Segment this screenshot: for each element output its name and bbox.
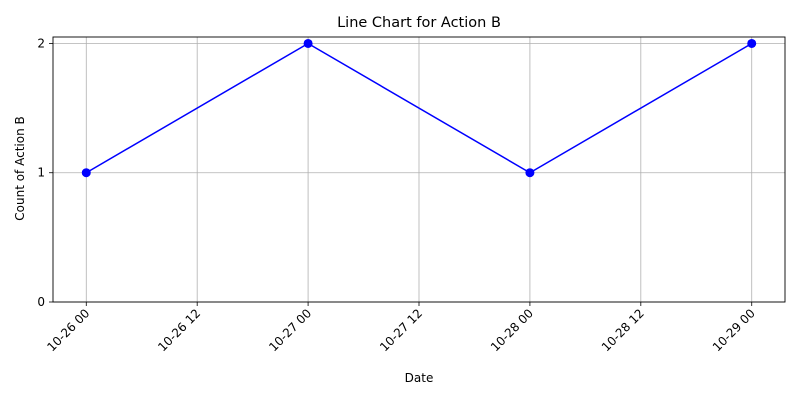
data-point: [303, 38, 313, 48]
data-point: [81, 168, 91, 178]
chart-title: Line Chart for Action B: [337, 15, 501, 31]
y-tick-label: 0: [37, 295, 45, 309]
data-point: [525, 168, 535, 178]
y-tick-label: 2: [37, 36, 45, 50]
series-layer: [81, 38, 757, 178]
y-axis-label: Count of Action B: [13, 116, 27, 220]
x-axis-label: Date: [405, 371, 434, 385]
series-line: [85, 42, 753, 174]
y-tick-label: 1: [37, 166, 45, 180]
data-point: [747, 38, 757, 48]
